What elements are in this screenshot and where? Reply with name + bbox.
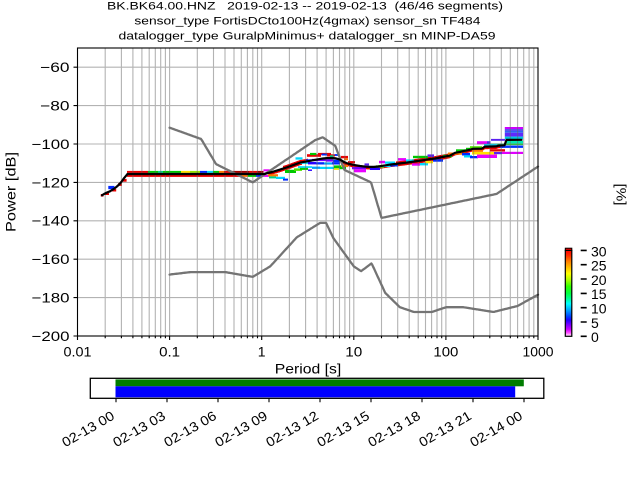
svg-text:−60: −60 bbox=[40, 59, 70, 75]
svg-text:10: 10 bbox=[591, 301, 607, 317]
svg-text:0.01: 0.01 bbox=[64, 343, 92, 359]
svg-text:Period [s]: Period [s] bbox=[275, 360, 342, 376]
svg-text:−140: −140 bbox=[32, 213, 70, 229]
svg-text:−160: −160 bbox=[32, 251, 70, 267]
svg-text:−180: −180 bbox=[32, 290, 70, 306]
svg-text:[%]: [%] bbox=[614, 184, 630, 206]
svg-text:BK.BK64.00.HNZ 2019-02-13 --: BK.BK64.00.HNZ 2019-02-13 -- 2019-02-13 … bbox=[107, 0, 503, 12]
svg-text:10: 10 bbox=[345, 343, 362, 359]
svg-text:20: 20 bbox=[591, 272, 607, 288]
svg-text:1000: 1000 bbox=[523, 343, 554, 359]
svg-text:−100: −100 bbox=[32, 136, 70, 152]
svg-text:0.1: 0.1 bbox=[159, 343, 180, 359]
svg-text:5: 5 bbox=[591, 315, 599, 331]
svg-text:100: 100 bbox=[433, 343, 458, 359]
svg-text:25: 25 bbox=[591, 258, 607, 274]
svg-text:Power [dB]: Power [dB] bbox=[3, 152, 19, 232]
svg-text:datalogger_type GuralpMinimus+: datalogger_type GuralpMinimus+ datalogge… bbox=[119, 31, 496, 43]
svg-text:−80: −80 bbox=[40, 98, 70, 114]
svg-text:−120: −120 bbox=[32, 174, 70, 190]
svg-text:15: 15 bbox=[591, 286, 607, 302]
svg-text:30: 30 bbox=[591, 243, 607, 259]
svg-text:0: 0 bbox=[591, 329, 599, 345]
svg-text:−200: −200 bbox=[32, 328, 70, 344]
svg-text:1: 1 bbox=[258, 343, 266, 359]
svg-text:sensor_type FortisDCto100Hz(4g: sensor_type FortisDCto100Hz(4gmax) senso… bbox=[134, 16, 480, 28]
